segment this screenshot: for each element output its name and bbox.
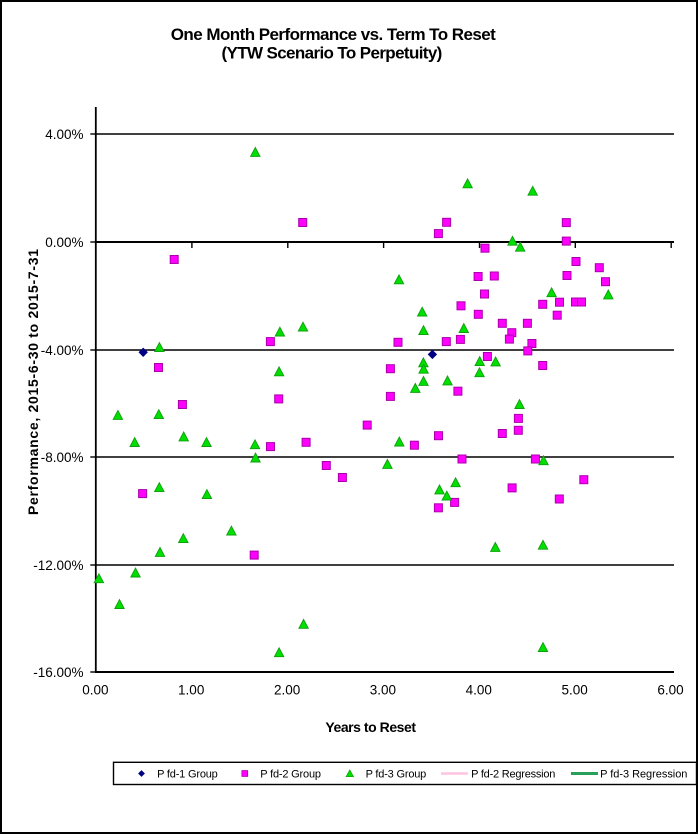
svg-text:P fd-3 Group: P fd-3 Group [366,768,427,780]
svg-text:P fd-3 Regression: P fd-3 Regression [600,768,687,780]
svg-text:3.00: 3.00 [370,683,396,698]
svg-text:0.00: 0.00 [82,683,108,698]
svg-text:P fd-2 Regression: P fd-2 Regression [471,768,555,780]
svg-text:1.00: 1.00 [178,683,204,698]
svg-text:-16.00%: -16.00% [33,665,83,680]
svg-text:One Month Performance vs. Term: One Month Performance vs. Term To Reset [171,25,496,44]
svg-text:-4.00%: -4.00% [41,343,84,358]
svg-text:2.00: 2.00 [274,683,300,698]
svg-text:4.00%: 4.00% [45,127,83,142]
svg-text:4.00: 4.00 [466,683,492,698]
svg-text:(YTW Scenario To Perpetuity): (YTW Scenario To Perpetuity) [221,43,442,62]
svg-text:5.00: 5.00 [561,683,587,698]
svg-text:-8.00%: -8.00% [41,450,84,465]
svg-text:P fd-1 Group: P fd-1 Group [157,768,218,780]
svg-text:Years to Reset: Years to Reset [325,719,416,735]
svg-text:0.00%: 0.00% [45,235,83,250]
svg-text:6.00: 6.00 [657,683,683,698]
svg-text:Performance, 2015-6-30 to 201: Performance, 2015-6-30 to 2015-7-31 [25,249,41,515]
svg-text:P fd-2 Group: P fd-2 Group [260,768,321,780]
svg-text:-12.00%: -12.00% [33,558,83,573]
